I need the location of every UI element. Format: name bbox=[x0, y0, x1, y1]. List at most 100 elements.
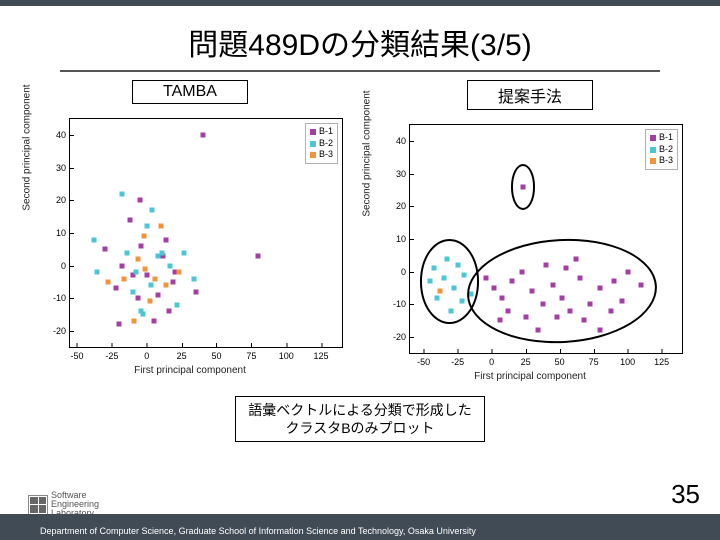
y-tick: 40 bbox=[396, 136, 410, 146]
x-tick: 100 bbox=[279, 347, 294, 361]
x-tick: 0 bbox=[144, 347, 149, 361]
legend-label: B-1 bbox=[319, 126, 333, 138]
left-chart: Second principal component First princip… bbox=[25, 108, 355, 378]
x-tick: 25 bbox=[177, 347, 187, 361]
scatter-point bbox=[176, 270, 181, 275]
scatter-point bbox=[256, 253, 261, 258]
scatter-point bbox=[151, 318, 156, 323]
y-tick: 0 bbox=[401, 267, 410, 277]
left-plot-area: B-1 B-2 B-3 -20-10010203040-50-250255075… bbox=[69, 118, 343, 348]
scatter-point bbox=[144, 273, 149, 278]
right-chart: Second principal component First princip… bbox=[365, 114, 695, 384]
left-chart-column: TAMBA Second principal component First p… bbox=[25, 80, 355, 384]
scatter-point bbox=[119, 191, 124, 196]
scatter-point bbox=[133, 270, 138, 275]
legend-label: B-2 bbox=[659, 144, 673, 156]
legend-label: B-3 bbox=[319, 149, 333, 161]
x-tick: 0 bbox=[489, 353, 494, 367]
scatter-point bbox=[158, 224, 163, 229]
scatter-point bbox=[160, 250, 165, 255]
y-tick: -10 bbox=[53, 293, 70, 303]
scatter-point bbox=[136, 296, 141, 301]
legend-swatch-b1 bbox=[310, 129, 316, 135]
legend-label: B-1 bbox=[659, 132, 673, 144]
y-tick: 20 bbox=[56, 195, 70, 205]
x-tick: 75 bbox=[589, 353, 599, 367]
scatter-point bbox=[171, 279, 176, 284]
legend-label: B-2 bbox=[319, 138, 333, 150]
left-chart-label: TAMBA bbox=[132, 80, 248, 104]
scatter-point bbox=[193, 289, 198, 294]
x-tick: 50 bbox=[211, 347, 221, 361]
y-tick: 40 bbox=[56, 130, 70, 140]
legend-swatch-b3 bbox=[310, 152, 316, 158]
scatter-point bbox=[164, 237, 169, 242]
y-tick: 10 bbox=[56, 228, 70, 238]
x-tick: 125 bbox=[314, 347, 329, 361]
title-underline bbox=[60, 70, 660, 72]
scatter-point bbox=[192, 276, 197, 281]
caption-line: 語彙ベクトルによる分類で形成した bbox=[248, 401, 472, 419]
scatter-point bbox=[119, 263, 124, 268]
footer-text: Department of Computer Science, Graduate… bbox=[40, 526, 476, 536]
legend-label: B-3 bbox=[659, 155, 673, 167]
scatter-point bbox=[164, 283, 169, 288]
legend: B-1 B-2 B-3 bbox=[645, 129, 678, 170]
scatter-point bbox=[137, 198, 142, 203]
x-axis-label: First principal component bbox=[365, 371, 695, 382]
scatter-point bbox=[94, 270, 99, 275]
y-tick: 20 bbox=[396, 201, 410, 211]
y-axis-label: Second principal component bbox=[362, 90, 373, 216]
x-tick: -50 bbox=[417, 353, 430, 367]
scatter-point bbox=[122, 276, 127, 281]
scatter-point bbox=[143, 266, 148, 271]
annotation-ellipse bbox=[511, 164, 535, 210]
right-chart-column: 提案手法 Second principal component First pr… bbox=[365, 80, 695, 384]
x-tick: -50 bbox=[70, 347, 83, 361]
x-tick: 75 bbox=[246, 347, 256, 361]
y-tick: 30 bbox=[56, 163, 70, 173]
scatter-point bbox=[132, 318, 137, 323]
legend-swatch-b1 bbox=[650, 135, 656, 141]
scatter-point bbox=[150, 208, 155, 213]
logo-icon bbox=[28, 495, 48, 515]
charts-row: TAMBA Second principal component First p… bbox=[0, 80, 720, 384]
scatter-point bbox=[153, 276, 158, 281]
annotation-ellipse bbox=[465, 234, 661, 348]
scatter-point bbox=[139, 244, 144, 249]
y-tick: 10 bbox=[396, 234, 410, 244]
y-tick: -20 bbox=[393, 332, 410, 342]
scatter-point bbox=[175, 302, 180, 307]
x-tick: 100 bbox=[620, 353, 635, 367]
scatter-point bbox=[114, 286, 119, 291]
page-number: 35 bbox=[671, 479, 700, 510]
y-axis-label: Second principal component bbox=[22, 84, 33, 210]
x-tick: 50 bbox=[555, 353, 565, 367]
scatter-point bbox=[136, 257, 141, 262]
right-chart-label: 提案手法 bbox=[467, 80, 593, 110]
y-tick: 0 bbox=[61, 261, 70, 271]
x-tick: -25 bbox=[451, 353, 464, 367]
legend-swatch-b2 bbox=[650, 147, 656, 153]
scatter-point bbox=[144, 224, 149, 229]
scatter-point bbox=[200, 133, 205, 138]
x-axis-label: First principal component bbox=[25, 365, 355, 376]
scatter-point bbox=[167, 309, 172, 314]
scatter-point bbox=[147, 299, 152, 304]
scatter-point bbox=[116, 322, 121, 327]
footer-bar: Department of Computer Science, Graduate… bbox=[0, 514, 720, 540]
right-plot-area: B-1 B-2 B-3 -20-10010203040-50-250255075… bbox=[409, 124, 683, 354]
scatter-point bbox=[168, 263, 173, 268]
scatter-point bbox=[139, 309, 144, 314]
scatter-point bbox=[125, 250, 130, 255]
caption-box: 語彙ベクトルによる分類で形成した クラスタBのみプロット bbox=[235, 396, 485, 442]
x-tick: 125 bbox=[654, 353, 669, 367]
x-tick: -25 bbox=[105, 347, 118, 361]
scatter-point bbox=[130, 289, 135, 294]
legend: B-1 B-2 B-3 bbox=[305, 123, 338, 164]
legend-swatch-b3 bbox=[650, 158, 656, 164]
y-tick: -20 bbox=[53, 326, 70, 336]
scatter-point bbox=[105, 279, 110, 284]
caption-line: クラスタBのみプロット bbox=[248, 419, 472, 437]
x-tick: 25 bbox=[521, 353, 531, 367]
